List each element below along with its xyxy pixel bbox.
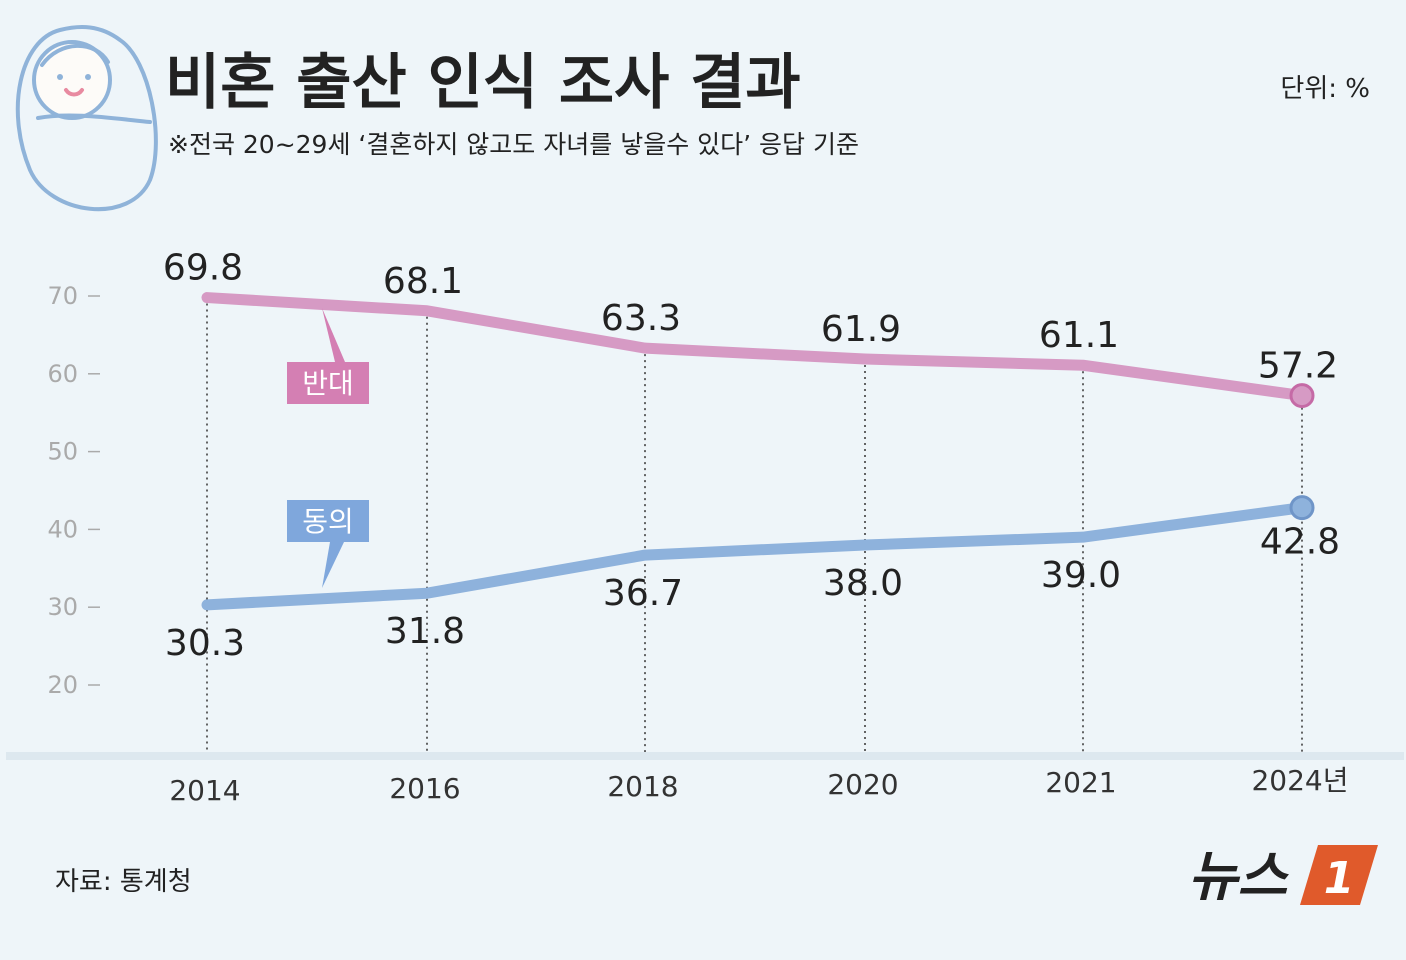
unit-label: 단위: % [1280,74,1370,104]
agree-label-pointer [322,542,344,588]
oppose-value-label: 57.2 [1258,346,1338,387]
x-guides [206,297,1303,752]
oppose-value-label: 69.8 [163,248,243,289]
agree-series-label: 동의 [302,505,354,538]
agree-value-label: 39.0 [1041,555,1121,596]
data-labels: 69.8 68.1 63.3 61.9 61.1 57.2 30.3 31.8 36.7 38.0… [163,248,1340,664]
y-axis: 70 60 50 40 30 20 [47,282,100,699]
x-tick-label: 2016 [389,772,460,805]
y-tick-label: 60 [47,360,78,388]
oppose-end-marker [1289,383,1315,409]
agree-end-marker [1289,495,1315,521]
y-tick-label: 70 [47,282,78,310]
x-axis: 2014 2016 2018 2020 2021 2024년 [169,764,1348,807]
chart-subtitle: ※전국 20~29세 ‘결혼하지 않고도 자녀를 낳을수 있다’ 응답 기준 [168,130,859,159]
x-tick-label: 2020 [827,768,898,801]
oppose-series-line [201,292,1308,402]
agree-series-line [201,502,1308,611]
baby-icon [15,25,158,212]
x-tick-label: 2024년 [1251,764,1348,797]
agree-value-label: 31.8 [385,611,465,652]
oppose-value-label: 61.1 [1039,315,1119,356]
agree-value-label: 36.7 [603,573,683,614]
y-tick-label: 50 [47,438,78,466]
news1-logo: 뉴스 1 [1188,845,1378,908]
oppose-series-label: 반대 [302,367,354,400]
agree-label-box [287,500,369,542]
y-tick-label: 30 [47,593,78,621]
x-tick-label: 2014 [169,774,240,807]
agree-value-label: 42.8 [1260,522,1340,563]
oppose-value-label: 68.1 [383,261,463,302]
logo-mark-shape [1300,845,1378,905]
oppose-value-label: 63.3 [601,298,681,339]
x-tick-label: 2021 [1045,766,1116,799]
y-tick-label: 20 [47,671,78,699]
end-markers [1289,383,1315,521]
oppose-label-box [287,362,369,404]
logo-mark: 1 [1324,853,1355,904]
chart-title: 비혼 출산 인식 조사 결과 [165,48,801,118]
plot-baseline-band [6,752,1404,760]
oppose-value-label: 61.9 [821,309,901,350]
source-note: 자료: 통계청 [55,867,192,897]
oppose-label-pointer [322,308,345,362]
agree-value-label: 30.3 [165,623,245,664]
x-tick-label: 2018 [607,770,678,803]
y-tick-label: 40 [47,515,78,543]
logo-text: 뉴스 [1188,845,1290,908]
agree-value-label: 38.0 [823,563,903,604]
